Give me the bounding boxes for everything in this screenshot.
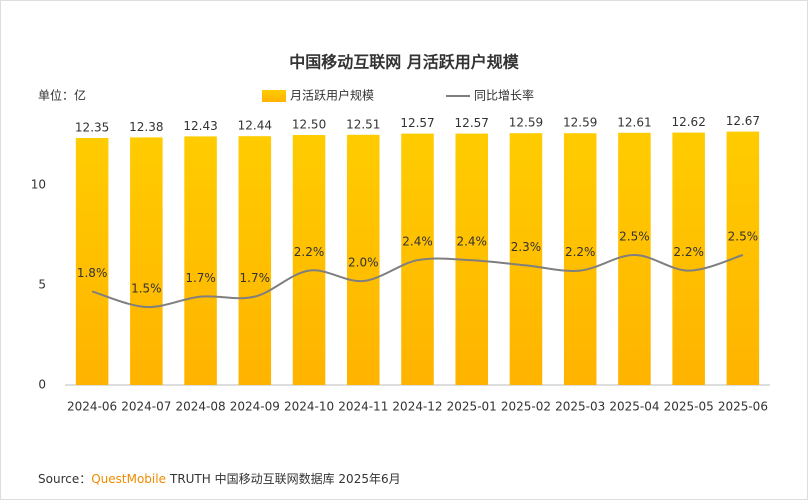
line-value-label: 2.5% (728, 230, 759, 244)
unit-label: 单位：亿 (38, 88, 86, 103)
source-label: Source： (38, 472, 91, 486)
legend-label: 月活跃用户规模 (290, 88, 374, 103)
y-tick-label: 5 (38, 278, 46, 292)
line-value-label: 1.5% (131, 282, 162, 296)
x-tick-label: 2024-09 (230, 400, 280, 414)
line-value-label: 2.3% (511, 240, 542, 254)
x-tick-label: 2024-12 (392, 400, 442, 414)
x-tick-label: 2024-08 (176, 400, 226, 414)
line-value-label: 1.7% (185, 271, 216, 285)
line-value-label: 2.2% (565, 245, 596, 259)
line-value-label: 2.0% (348, 256, 379, 270)
x-tick-label: 2025-02 (501, 400, 551, 414)
bar (184, 136, 217, 385)
x-tick-label: 2025-01 (447, 400, 497, 414)
bar-value-label: 12.59 (563, 116, 597, 130)
x-tick-label: 2024-07 (121, 400, 171, 414)
x-tick-label: 2025-03 (555, 400, 605, 414)
bar (509, 133, 543, 385)
bar (347, 134, 380, 385)
x-tick-label: 2025-06 (718, 400, 768, 414)
bar (75, 138, 109, 385)
source-brand: QuestMobile (91, 472, 166, 486)
bar-value-label: 12.35 (75, 121, 109, 135)
x-tick-label: 2025-05 (664, 400, 714, 414)
bar (618, 132, 651, 385)
source: Source：QuestMobile TRUTH 中国移动互联网数据库 2025年… (38, 471, 401, 486)
chart-title: 中国移动互联网 月活跃用户规模 (289, 53, 520, 72)
x-tick-label: 2025-04 (609, 400, 659, 414)
bar-value-label: 12.57 (400, 116, 434, 130)
line-value-label: 2.4% (456, 235, 487, 249)
source-text: TRUTH 中国移动互联网数据库 2025年6月 (169, 471, 401, 486)
legend-swatch (262, 90, 286, 102)
bar-value-label: 12.67 (726, 114, 760, 128)
line-value-label: 1.8% (77, 266, 108, 280)
bar-value-label: 12.43 (183, 119, 217, 133)
bar-value-label: 12.44 (238, 119, 272, 133)
line (91, 253, 744, 309)
bar (563, 133, 597, 385)
x-tick-label: 2024-06 (67, 400, 117, 414)
x-tick-label: 2024-10 (284, 400, 334, 414)
bar (292, 135, 326, 385)
bar (130, 137, 163, 385)
bar-value-label: 12.51 (346, 117, 380, 131)
x-tick-label: 2024-11 (338, 400, 388, 414)
bar-value-label: 12.62 (671, 115, 705, 129)
bar (672, 132, 705, 385)
bar-value-label: 12.50 (292, 118, 326, 132)
line-value-label: 2.4% (402, 235, 433, 249)
line-value-label: 2.2% (294, 245, 325, 259)
legend-label: 同比增长率 (474, 88, 534, 103)
bar-value-label: 12.38 (129, 120, 163, 134)
line-value-label: 1.7% (240, 271, 271, 285)
y-tick-label: 10 (31, 178, 46, 192)
bar-value-label: 12.59 (509, 116, 543, 130)
line-value-label: 2.2% (673, 245, 704, 259)
line-value-label: 2.5% (619, 230, 650, 244)
bar-value-label: 12.61 (617, 115, 651, 129)
y-tick-label: 0 (38, 378, 46, 392)
bar (238, 136, 272, 385)
bar-value-label: 12.57 (455, 116, 489, 130)
